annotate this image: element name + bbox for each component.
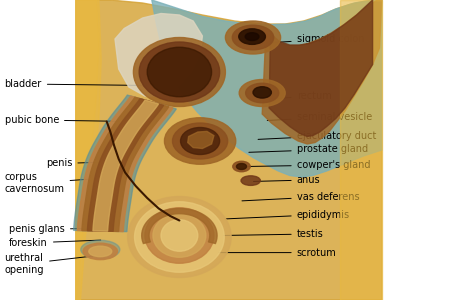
Text: pubic bone: pubic bone bbox=[5, 115, 130, 125]
Polygon shape bbox=[115, 14, 202, 96]
Polygon shape bbox=[76, 0, 99, 300]
Text: urethral
opening: urethral opening bbox=[5, 253, 94, 275]
Ellipse shape bbox=[241, 176, 260, 185]
Text: scrotum: scrotum bbox=[218, 248, 336, 258]
Ellipse shape bbox=[238, 29, 265, 44]
Ellipse shape bbox=[128, 196, 231, 278]
Ellipse shape bbox=[83, 243, 118, 260]
Ellipse shape bbox=[161, 220, 197, 251]
Ellipse shape bbox=[245, 83, 278, 103]
Text: penis glans: penis glans bbox=[9, 224, 105, 235]
Polygon shape bbox=[340, 0, 381, 300]
Ellipse shape bbox=[172, 123, 227, 159]
Text: ejaculatory duct: ejaculatory duct bbox=[257, 130, 375, 141]
Polygon shape bbox=[93, 100, 158, 231]
Ellipse shape bbox=[147, 47, 211, 97]
Text: vas deferens: vas deferens bbox=[241, 191, 358, 202]
Polygon shape bbox=[82, 97, 168, 231]
Ellipse shape bbox=[134, 202, 224, 272]
Ellipse shape bbox=[145, 208, 213, 263]
Polygon shape bbox=[187, 131, 213, 148]
Text: bladder: bladder bbox=[5, 79, 146, 89]
Ellipse shape bbox=[81, 240, 119, 259]
Text: rectum: rectum bbox=[269, 91, 331, 101]
Polygon shape bbox=[151, 0, 381, 177]
Polygon shape bbox=[76, 0, 381, 300]
Polygon shape bbox=[262, 0, 381, 144]
Text: sigmoid colon: sigmoid colon bbox=[260, 34, 364, 44]
Text: seminal vesicle: seminal vesicle bbox=[267, 112, 371, 122]
Text: testis: testis bbox=[223, 229, 323, 239]
Ellipse shape bbox=[245, 33, 258, 41]
Ellipse shape bbox=[225, 21, 280, 54]
Text: prostate gland: prostate gland bbox=[248, 144, 367, 154]
Ellipse shape bbox=[252, 87, 271, 98]
Text: cowper's gland: cowper's gland bbox=[248, 160, 369, 170]
Ellipse shape bbox=[133, 38, 225, 106]
Ellipse shape bbox=[139, 42, 219, 102]
Polygon shape bbox=[77, 96, 173, 232]
Ellipse shape bbox=[180, 128, 219, 154]
Polygon shape bbox=[269, 0, 372, 136]
Text: foreskin: foreskin bbox=[9, 238, 101, 248]
Text: penis: penis bbox=[46, 158, 107, 169]
Text: corpus
cavernosum: corpus cavernosum bbox=[5, 172, 96, 194]
Ellipse shape bbox=[89, 246, 112, 256]
Ellipse shape bbox=[232, 25, 273, 50]
Polygon shape bbox=[87, 99, 163, 231]
Polygon shape bbox=[73, 95, 176, 232]
Text: epididymis: epididymis bbox=[225, 209, 349, 220]
Ellipse shape bbox=[232, 161, 250, 172]
Ellipse shape bbox=[236, 164, 246, 169]
Polygon shape bbox=[141, 208, 217, 244]
Ellipse shape bbox=[239, 80, 285, 106]
Ellipse shape bbox=[153, 214, 206, 257]
Ellipse shape bbox=[164, 118, 235, 164]
Polygon shape bbox=[76, 0, 101, 300]
Text: anus: anus bbox=[253, 175, 319, 185]
